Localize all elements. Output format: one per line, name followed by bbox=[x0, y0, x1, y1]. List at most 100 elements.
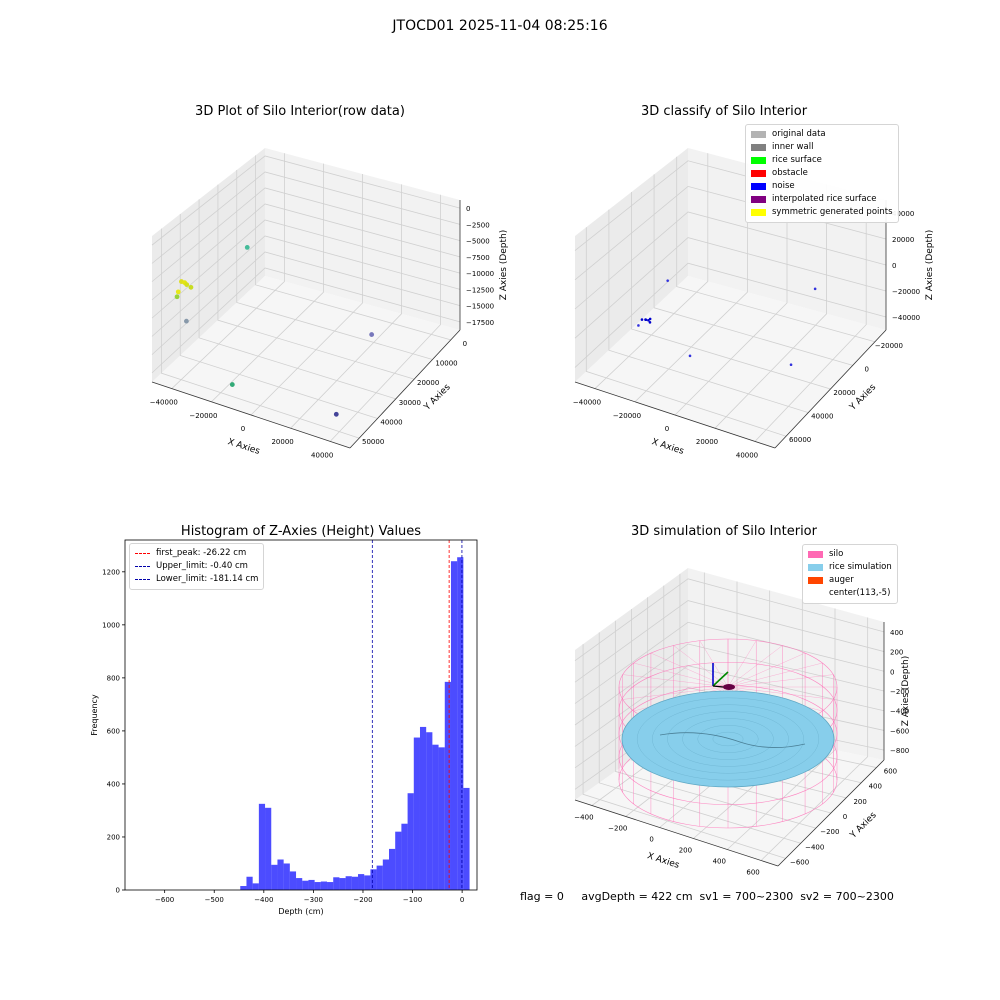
histogram-bar bbox=[364, 875, 371, 890]
simulation-legend: silo rice simulation auger center(113,-5) bbox=[802, 544, 898, 604]
p4-grid-z bbox=[574, 708, 885, 790]
p1-x-axis-label: X Axies bbox=[226, 437, 261, 457]
histogram-bar bbox=[370, 869, 377, 890]
y-tick-label: 200 bbox=[107, 833, 120, 841]
p1-grid-x bbox=[171, 153, 285, 389]
p1-y-tick-label: 30000 bbox=[399, 399, 421, 407]
y-tick-label: 0 bbox=[116, 887, 120, 895]
data-point bbox=[229, 382, 235, 387]
p4-grid-y bbox=[582, 644, 786, 859]
legend-item: symmetric generated points bbox=[751, 206, 893, 219]
legend-item: silo bbox=[808, 548, 892, 561]
legend-swatch bbox=[808, 551, 823, 558]
data-point bbox=[184, 318, 189, 324]
p4-y-tick-label: 400 bbox=[869, 783, 882, 791]
p1-grid-x bbox=[250, 174, 363, 416]
p4-x-tick-label: −200 bbox=[608, 825, 627, 833]
p2-grid-x bbox=[594, 153, 709, 389]
p1-grid-z bbox=[151, 155, 461, 246]
p1-z-tick-label: −10000 bbox=[466, 270, 494, 278]
histogram-bar bbox=[339, 878, 346, 890]
silo-ring bbox=[618, 731, 838, 829]
silo-ring bbox=[618, 638, 838, 736]
histogram-bar bbox=[308, 879, 315, 890]
legend-label: rice surface bbox=[772, 155, 822, 165]
data-point bbox=[644, 318, 648, 322]
rice-contour bbox=[667, 711, 789, 767]
p2-x-axis-label: X Axies bbox=[650, 437, 685, 457]
p1-z-tick-label: 0 bbox=[466, 205, 470, 213]
p4-z-tick-label: 200 bbox=[890, 649, 903, 657]
p4-x-tick-label: 600 bbox=[746, 869, 759, 877]
rice-contour bbox=[712, 731, 744, 747]
p2-z-tick-label: 20000 bbox=[892, 236, 914, 244]
p2-y-tick-label: 40000 bbox=[811, 413, 833, 421]
histogram-title: Histogram of Z-Axies (Height) Values bbox=[180, 524, 422, 539]
legend-label: first_peak: -26.22 cm bbox=[156, 548, 247, 558]
p1-y-tick-label: 0 bbox=[463, 340, 467, 348]
p4-y-tick-label: −400 bbox=[805, 843, 824, 851]
p1-grid-z bbox=[151, 171, 461, 264]
legend-item: interpolated rice surface bbox=[751, 193, 893, 206]
histogram-bar bbox=[438, 747, 445, 890]
x-tick-label: −200 bbox=[353, 896, 372, 904]
p1-grid-x bbox=[290, 184, 402, 429]
data-point bbox=[648, 317, 652, 321]
histogram-bar bbox=[327, 882, 334, 890]
histogram-bar bbox=[463, 787, 470, 890]
p4-y-tick-label: −200 bbox=[820, 828, 839, 836]
p1-grid-y bbox=[255, 155, 451, 341]
p1-z-axis-label: Z Axies (Depth) bbox=[499, 230, 509, 301]
p2-z-axis-label: Z Axies (Depth) bbox=[925, 230, 935, 301]
silo-roof-spoke bbox=[727, 652, 806, 688]
p4-y-tick-label: −600 bbox=[790, 858, 809, 866]
p1-side-pane bbox=[152, 148, 265, 382]
p4-grid-x bbox=[760, 617, 869, 861]
silo-roof-spoke bbox=[727, 686, 783, 729]
legend-swatch bbox=[751, 144, 766, 151]
p4-grid-x bbox=[625, 581, 738, 817]
p4-x-tick-label: 200 bbox=[679, 847, 692, 855]
p1-y-tick-label: 10000 bbox=[435, 360, 457, 368]
silo-roof-spoke bbox=[727, 662, 823, 688]
p1-x-tick-label: −40000 bbox=[150, 399, 178, 407]
legend-item: original data bbox=[751, 128, 893, 141]
p4-z-tick-label: 400 bbox=[890, 629, 903, 637]
p2-x-tick-label: 40000 bbox=[736, 451, 758, 459]
p4-grid-x bbox=[726, 608, 836, 850]
legend-label: auger bbox=[829, 575, 854, 585]
data-point bbox=[188, 284, 194, 290]
data-point bbox=[179, 279, 184, 284]
p4-grid-z bbox=[574, 686, 885, 769]
histogram-legend: first_peak: -26.22 cm Upper_limit: -0.40 … bbox=[129, 543, 265, 590]
histogram-bar bbox=[296, 878, 303, 890]
data-point bbox=[688, 354, 692, 358]
figure-title: JTOCD01 2025-11-04 08:25:16 bbox=[392, 18, 608, 34]
histogram-bar bbox=[450, 561, 458, 890]
p1-z-tick-label: −17500 bbox=[466, 319, 494, 327]
p4-y-tick-label: 0 bbox=[843, 813, 847, 821]
y-tick-label: 800 bbox=[107, 674, 120, 682]
legend-line bbox=[135, 553, 150, 554]
p1-back-pane bbox=[265, 148, 460, 330]
p4-grid-y bbox=[614, 620, 816, 829]
legend-item: noise bbox=[751, 180, 893, 193]
y-tick-label: 400 bbox=[107, 780, 120, 788]
p4-z-tick-label: −200 bbox=[890, 688, 909, 696]
p1-y-tick-label: 40000 bbox=[380, 419, 402, 427]
simulation-title: 3D simulation of Silo Interior bbox=[631, 524, 817, 539]
p2-x-tick-label: 0 bbox=[665, 425, 669, 433]
x-tick-label: −400 bbox=[254, 896, 273, 904]
p2-y-axis bbox=[774, 329, 887, 449]
histogram-bar bbox=[252, 883, 259, 890]
legend-swatch bbox=[808, 577, 823, 584]
histogram-bar bbox=[289, 871, 297, 890]
classify-legend: original data inner wall rice surface obsta… bbox=[745, 124, 899, 223]
p1-y-tick-label: 50000 bbox=[362, 438, 384, 446]
p1-grid-y bbox=[198, 199, 396, 400]
histogram-bar bbox=[240, 886, 247, 890]
silo-roof-spoke bbox=[727, 686, 834, 700]
p1-grid-z bbox=[151, 219, 461, 319]
histogram-bar bbox=[345, 876, 352, 890]
p4-x-tick-label: −400 bbox=[574, 814, 593, 822]
